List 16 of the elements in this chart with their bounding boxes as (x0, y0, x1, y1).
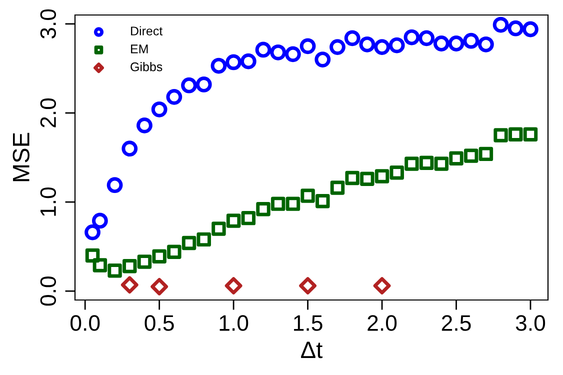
x-tick-label: 1.0 (220, 315, 248, 331)
y-tick-label: 2.0 (40, 98, 56, 128)
x-tick-label: 2.5 (442, 315, 471, 331)
x-axis-title: Δt (301, 342, 322, 358)
legend-label: Direct (131, 26, 163, 36)
y-tick-label: 0.0 (40, 276, 56, 306)
x-tick-label: 0.0 (70, 315, 100, 331)
legend-label: Gibbs (130, 62, 162, 72)
x-tick-label: 3.0 (516, 315, 546, 331)
x-tick-label: 2.0 (368, 315, 397, 331)
legend-label: EM (131, 44, 148, 54)
y-axis-title: MSE (12, 132, 30, 182)
x-tick-label: 1.5 (294, 315, 322, 331)
y-tick-label: 1.0 (40, 187, 56, 216)
y-tick-label: 3.0 (40, 9, 56, 39)
x-tick-label: 0.5 (144, 315, 174, 331)
